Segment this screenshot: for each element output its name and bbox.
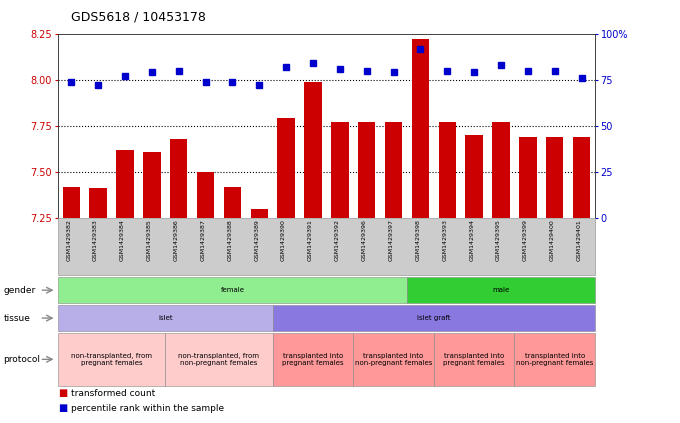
Text: GSM1429395: GSM1429395: [496, 219, 501, 261]
Bar: [224, 187, 241, 218]
Text: transplanted into
non-pregnant females: transplanted into non-pregnant females: [355, 353, 432, 366]
Text: GDS5618 / 10453178: GDS5618 / 10453178: [71, 11, 206, 24]
Text: GSM1429397: GSM1429397: [388, 219, 394, 261]
Text: GSM1429400: GSM1429400: [549, 219, 555, 261]
Text: GSM1429396: GSM1429396: [362, 219, 367, 261]
Text: GSM1429399: GSM1429399: [523, 219, 528, 261]
Text: GSM1429393: GSM1429393: [442, 219, 447, 261]
Text: GSM1429392: GSM1429392: [335, 219, 340, 261]
Bar: [519, 137, 537, 218]
Bar: [197, 172, 214, 218]
Text: GSM1429391: GSM1429391: [308, 219, 313, 261]
Text: GSM1429388: GSM1429388: [227, 219, 233, 261]
Text: GSM1429386: GSM1429386: [173, 219, 179, 261]
Text: protocol: protocol: [3, 355, 40, 364]
Text: ■: ■: [58, 388, 67, 398]
Text: non-transplanted, from
pregnant females: non-transplanted, from pregnant females: [71, 353, 152, 366]
Text: ■: ■: [58, 403, 67, 413]
Text: GSM1429394: GSM1429394: [469, 219, 474, 261]
Text: GSM1429401: GSM1429401: [577, 219, 581, 261]
Bar: [546, 137, 564, 218]
Bar: [304, 82, 322, 218]
Text: GSM1429390: GSM1429390: [281, 219, 286, 261]
Bar: [358, 122, 375, 218]
Bar: [143, 151, 160, 218]
Text: transplanted into
pregnant females: transplanted into pregnant females: [282, 353, 344, 366]
Bar: [411, 39, 429, 218]
Bar: [250, 209, 268, 218]
Text: GSM1429385: GSM1429385: [147, 219, 152, 261]
Text: GSM1429398: GSM1429398: [415, 219, 420, 261]
Bar: [170, 139, 188, 218]
Text: percentile rank within the sample: percentile rank within the sample: [71, 404, 224, 413]
Text: islet graft: islet graft: [417, 315, 451, 321]
Bar: [63, 187, 80, 218]
Text: transformed count: transformed count: [71, 389, 156, 398]
Bar: [331, 122, 349, 218]
Text: GSM1429384: GSM1429384: [120, 219, 125, 261]
Bar: [439, 122, 456, 218]
Text: GSM1429389: GSM1429389: [254, 219, 259, 261]
Bar: [573, 137, 590, 218]
Text: transplanted into
pregnant females: transplanted into pregnant females: [443, 353, 505, 366]
Text: GSM1429382: GSM1429382: [66, 219, 71, 261]
Text: non-transplanted, from
non-pregnant females: non-transplanted, from non-pregnant fema…: [178, 353, 260, 366]
Bar: [277, 118, 295, 218]
Bar: [116, 150, 134, 218]
Text: transplanted into
non-pregnant females: transplanted into non-pregnant females: [516, 353, 594, 366]
Text: GSM1429383: GSM1429383: [93, 219, 98, 261]
Text: male: male: [492, 287, 509, 293]
Bar: [89, 188, 107, 218]
Bar: [465, 135, 483, 218]
Bar: [385, 122, 403, 218]
Text: gender: gender: [3, 286, 35, 295]
Text: islet: islet: [158, 315, 173, 321]
Text: tissue: tissue: [3, 313, 31, 323]
Text: GSM1429387: GSM1429387: [201, 219, 205, 261]
Bar: [492, 122, 510, 218]
Text: female: female: [220, 287, 244, 293]
